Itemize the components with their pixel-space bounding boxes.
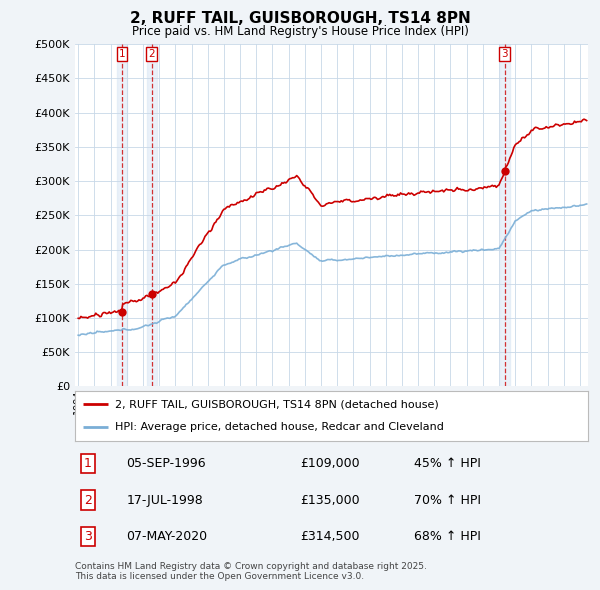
- Text: 1: 1: [84, 457, 92, 470]
- Text: Contains HM Land Registry data © Crown copyright and database right 2025.: Contains HM Land Registry data © Crown c…: [75, 562, 427, 571]
- Text: 2, RUFF TAIL, GUISBOROUGH, TS14 8PN: 2, RUFF TAIL, GUISBOROUGH, TS14 8PN: [130, 11, 470, 25]
- Bar: [147, 44, 157, 386]
- Text: HPI: Average price, detached house, Redcar and Cleveland: HPI: Average price, detached house, Redc…: [115, 422, 444, 432]
- Text: 2: 2: [149, 50, 155, 60]
- Text: £314,500: £314,500: [301, 530, 360, 543]
- Bar: [117, 44, 127, 386]
- Text: 3: 3: [84, 530, 92, 543]
- Text: 68% ↑ HPI: 68% ↑ HPI: [413, 530, 481, 543]
- Bar: [500, 44, 509, 386]
- Text: 3: 3: [502, 50, 508, 60]
- Text: £109,000: £109,000: [301, 457, 361, 470]
- Text: 45% ↑ HPI: 45% ↑ HPI: [413, 457, 481, 470]
- Text: Price paid vs. HM Land Registry's House Price Index (HPI): Price paid vs. HM Land Registry's House …: [131, 25, 469, 38]
- Text: £135,000: £135,000: [301, 493, 361, 507]
- Text: 70% ↑ HPI: 70% ↑ HPI: [413, 493, 481, 507]
- Text: 2: 2: [84, 493, 92, 507]
- Text: This data is licensed under the Open Government Licence v3.0.: This data is licensed under the Open Gov…: [75, 572, 364, 581]
- Text: 07-MAY-2020: 07-MAY-2020: [127, 530, 208, 543]
- Text: 05-SEP-1996: 05-SEP-1996: [127, 457, 206, 470]
- Text: 2, RUFF TAIL, GUISBOROUGH, TS14 8PN (detached house): 2, RUFF TAIL, GUISBOROUGH, TS14 8PN (det…: [115, 399, 439, 409]
- Text: 17-JUL-1998: 17-JUL-1998: [127, 493, 203, 507]
- Text: 1: 1: [119, 50, 125, 60]
